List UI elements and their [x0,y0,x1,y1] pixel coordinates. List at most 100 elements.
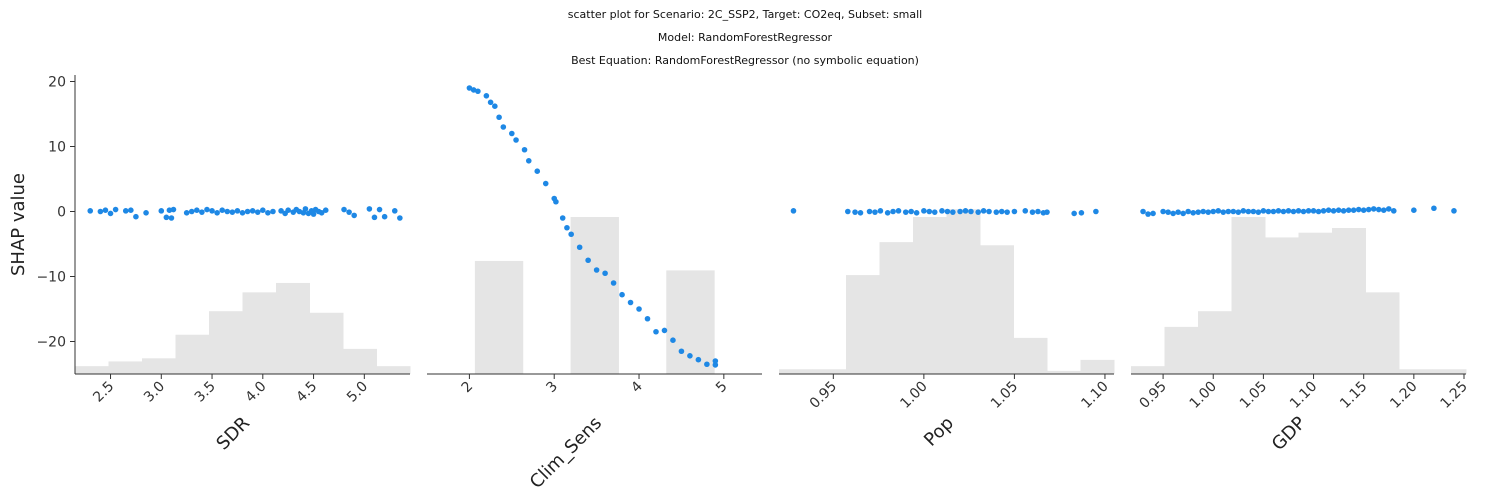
data-point [509,130,515,137]
data-point [525,158,532,164]
data-point [249,208,256,214]
data-point [1200,208,1207,215]
data-point [381,213,388,220]
data-point [1235,209,1242,215]
x-axis-label: Pop [920,413,958,451]
data-point [254,209,261,215]
data-point [939,208,945,214]
data-point [1245,208,1252,215]
data-point [695,356,702,363]
chart-title: scatter plot for Scenario: 2C_SSP2, Targ… [567,8,923,21]
y-tick-label: −20 [36,335,66,351]
x-axis-label: Clim_Sens [526,413,606,493]
data-point [1315,208,1322,215]
data-point [1150,210,1156,217]
histogram-bar [376,366,411,374]
x-tick-label: 3.0 [141,379,168,406]
data-point [265,210,271,216]
data-point [128,207,134,213]
histogram-bar [1265,237,1299,374]
data-point [534,168,541,174]
histogram-bar [1231,217,1266,374]
data-point [1160,208,1166,215]
data-point [568,231,574,238]
data-point [500,124,507,130]
data-point [1210,208,1217,215]
data-point [188,208,195,215]
data-point [1350,207,1357,213]
data-point [492,103,498,109]
data-point [224,208,231,215]
x-tick-label: 1.05 [988,379,1021,412]
data-point [183,210,190,216]
data-point [644,315,651,322]
y-tick-label: 0 [57,205,66,221]
data-point [1140,208,1146,215]
histogram-bar [1047,370,1081,374]
data-point [229,209,236,215]
data-point [260,207,266,213]
data-point [143,210,149,216]
x-tick-label: 2.5 [90,379,117,406]
data-point [341,206,347,213]
data-point [1330,208,1337,214]
data-point [1310,208,1317,214]
y-tick-label: −10 [36,270,66,286]
data-point [913,210,920,216]
histogram-bar [1164,326,1199,374]
histogram-bar [309,312,344,374]
x-tick-label: 1.15 [1337,379,1370,412]
data-point [1195,209,1201,215]
histogram-bar [1298,232,1333,374]
chart-subtitle-model: Model: RandomForestRegressor [657,31,833,44]
data-point [962,208,969,214]
data-point [1451,208,1457,214]
data-point [470,87,477,93]
data-point [1411,207,1417,213]
histogram-bar [980,245,1014,374]
data-point [199,209,205,215]
data-point [678,348,685,355]
data-point [993,209,1000,215]
data-point [1220,209,1227,215]
data-point [496,114,502,121]
data-point [513,137,519,143]
data-point [102,207,109,213]
chart-subtitle-equation: Best Equation: RandomForestRegressor (no… [571,54,919,67]
x-axis-label: GDP [1268,413,1310,455]
data-point [87,208,94,214]
data-point [214,210,220,216]
data-point [1340,208,1347,214]
data-point [1270,208,1277,215]
histogram-bar [913,217,947,374]
data-point [1044,209,1050,215]
data-point [890,208,896,215]
data-point [1011,208,1018,215]
data-point [270,208,276,215]
x-tick-label: 3.5 [192,379,219,406]
data-point [487,99,494,106]
data-point [1375,206,1382,213]
data-point [1300,208,1307,215]
data-point [980,208,987,214]
data-point [790,208,797,214]
data-point [986,208,992,215]
data-point [234,208,241,214]
data-point [112,206,119,213]
data-point [1205,209,1212,215]
histogram-bar [142,358,176,374]
data-point [1290,208,1297,215]
histogram-bar [1080,359,1115,374]
data-point [704,361,710,368]
data-point [107,210,114,217]
histogram-bar [779,369,813,374]
histogram-bar [242,292,277,374]
data-point [521,146,528,153]
data-point [1175,209,1181,215]
data-point [1265,208,1272,215]
data-point [1335,207,1342,213]
data-point [661,327,668,334]
histogram-bar [1365,292,1400,374]
data-point [397,215,403,221]
data-point [585,257,591,264]
